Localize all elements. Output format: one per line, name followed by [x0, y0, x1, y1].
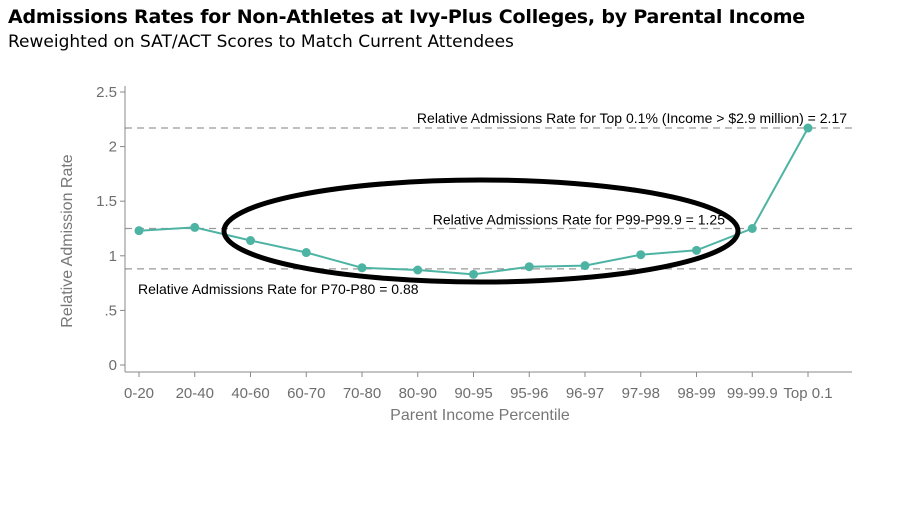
- chart-title: Admissions Rates for Non-Athletes at Ivy…: [8, 6, 805, 28]
- data-point: [580, 261, 590, 271]
- data-point: [469, 269, 478, 279]
- data-point: [246, 236, 255, 246]
- x-tick-label: 95-96: [510, 385, 548, 402]
- x-tick-label: 40-60: [231, 385, 269, 402]
- y-tick-label: 2.5: [96, 84, 117, 101]
- data-point: [803, 123, 813, 133]
- x-tick-label: 98-99: [677, 385, 715, 402]
- reference-label: Relative Admissions Rate for P70-P80 = 0…: [138, 281, 419, 297]
- y-tick-label: 2: [109, 139, 117, 156]
- x-tick-label: 99-99.9: [727, 385, 778, 402]
- x-tick-label: 70-80: [343, 385, 381, 402]
- reference-label: Relative Admissions Rate for Top 0.1% (I…: [417, 110, 847, 126]
- x-tick-label: 60-70: [287, 385, 325, 402]
- data-point: [747, 224, 757, 233]
- data-point: [357, 263, 367, 273]
- x-axis-label: Parent Income Percentile: [390, 407, 570, 424]
- data-point: [190, 222, 200, 232]
- x-tick-label: 90-95: [454, 385, 492, 402]
- y-tick-label: .5: [104, 302, 117, 319]
- chart-subtitle: Reweighted on SAT/ACT Scores to Match Cu…: [8, 32, 514, 52]
- x-tick-label: 20-40: [176, 385, 214, 402]
- data-point: [692, 245, 701, 255]
- reference-label: Relative Admissions Rate for P99-P99.9 =…: [433, 212, 725, 228]
- x-tick-label: Top 0.1: [783, 385, 832, 402]
- x-tick-label: 0-20: [124, 385, 154, 402]
- data-point: [134, 226, 144, 236]
- x-tick-label: 96-97: [566, 385, 604, 402]
- y-tick-label: 1: [109, 248, 117, 265]
- data-point: [413, 265, 423, 275]
- data-point: [524, 262, 534, 272]
- highlight-ellipse: [221, 177, 741, 285]
- data-point: [301, 248, 311, 258]
- y-tick-label: 0: [109, 357, 117, 374]
- y-tick-label: 1.5: [96, 193, 117, 210]
- y-axis-label: Relative Admission Rate: [59, 154, 76, 328]
- data-point: [636, 250, 646, 260]
- x-tick-label: 80-90: [399, 385, 437, 402]
- x-tick-label: 97-98: [622, 385, 660, 402]
